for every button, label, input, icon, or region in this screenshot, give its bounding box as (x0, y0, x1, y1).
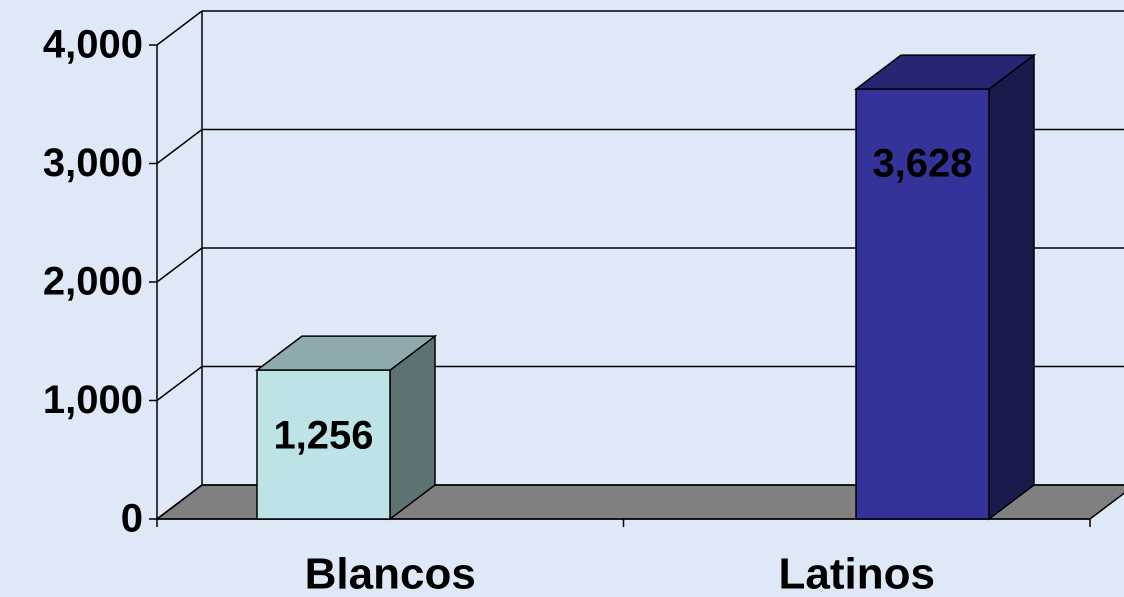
grid-line-side (156, 484, 203, 520)
y-tick-label: 1,000 (43, 378, 143, 422)
value-label: 1,256 (273, 414, 373, 458)
y-tick-label: 4,000 (43, 23, 143, 67)
grid-line-side (156, 365, 203, 402)
bar (855, 88, 990, 520)
y-tick-label: 3,000 (43, 141, 143, 185)
y-tick-label: 0 (121, 497, 143, 541)
bar (256, 369, 391, 520)
grid-line-side (156, 128, 203, 165)
value-label: 3,628 (872, 142, 972, 186)
x-tick-label: Latinos (779, 550, 935, 597)
bar-side (988, 53, 1035, 521)
grid-line-side (156, 247, 203, 283)
x-tick-label: Blancos (305, 550, 476, 597)
y-tick-label: 2,000 (43, 260, 143, 304)
grid-line-side (156, 10, 203, 46)
